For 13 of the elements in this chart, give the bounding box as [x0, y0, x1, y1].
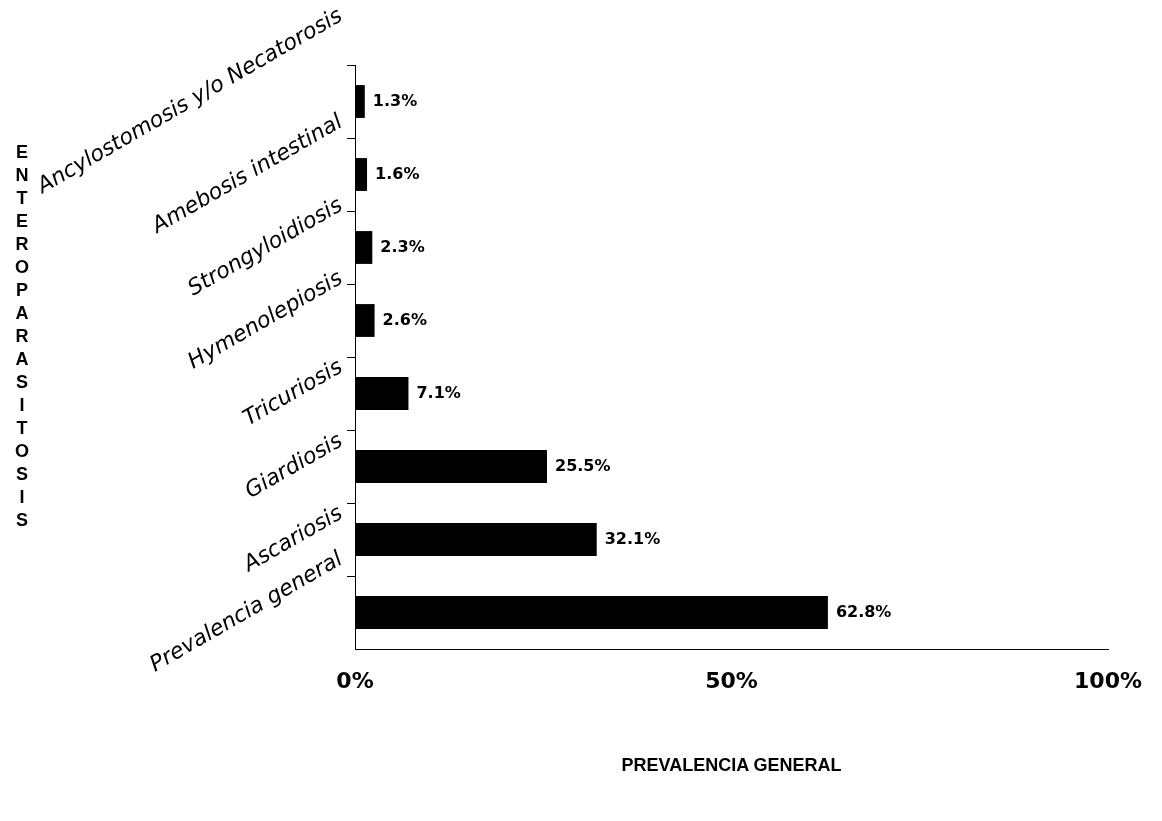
x-tick-label: 50%: [705, 667, 758, 693]
text: ENTEROPARASITOSIS: [14, 141, 30, 530]
x-tick-label: 0%: [336, 667, 374, 693]
data-label: 2.3%: [380, 236, 425, 256]
x-axis-title: PREVALENCIA GENERAL: [621, 755, 842, 776]
data-label: 7.1%: [416, 382, 461, 402]
data-label: 2.6%: [382, 309, 427, 329]
data-label: 1.6%: [375, 163, 420, 183]
data-label: 62.8%: [835, 601, 892, 621]
data-label: 32.1%: [604, 528, 661, 548]
x-tick-label: 100%: [1074, 667, 1142, 693]
data-label: 1.3%: [372, 90, 418, 110]
data-label: 25.5%: [555, 455, 611, 475]
